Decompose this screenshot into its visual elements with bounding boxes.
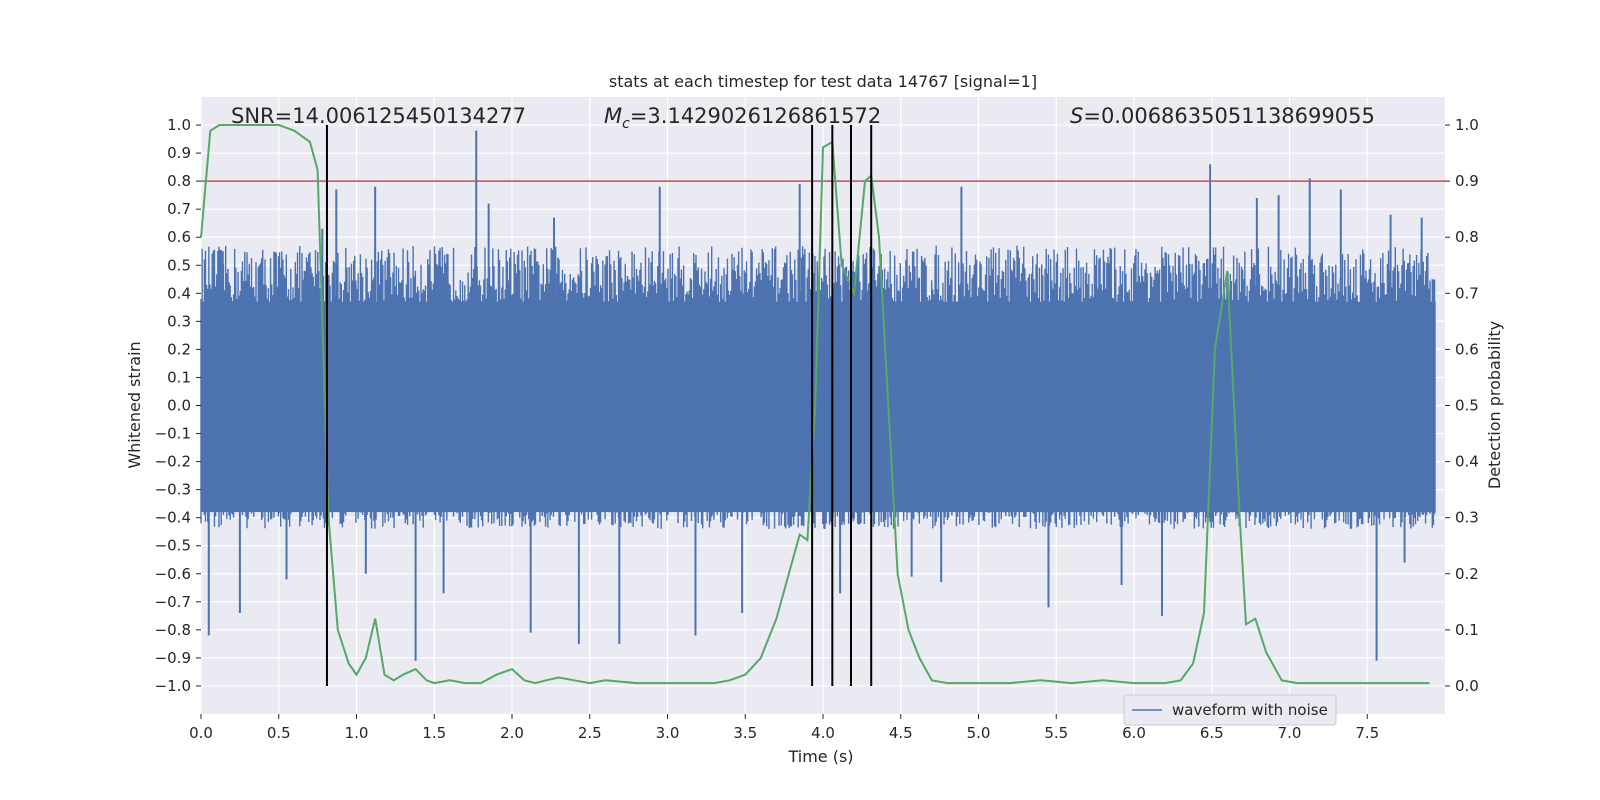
s-symbol: S bbox=[1070, 104, 1083, 128]
x-tick-label: 1.5 bbox=[422, 724, 446, 742]
y-left-tick-label: 0.3 bbox=[167, 312, 191, 330]
mc-value: =3.1429026126861572 bbox=[630, 104, 881, 128]
x-tick-label: 4.0 bbox=[811, 724, 835, 742]
x-tick-label: 0.5 bbox=[267, 724, 291, 742]
x-tick-label: 2.0 bbox=[500, 724, 524, 742]
y-left-tick-label: −0.2 bbox=[155, 453, 191, 471]
y-left-tick-label: −0.6 bbox=[155, 565, 191, 583]
y-right-tick-label: 0.4 bbox=[1455, 453, 1479, 471]
y-right-tick-label: 0.8 bbox=[1455, 228, 1479, 246]
probability-group bbox=[200, 124, 1430, 685]
x-tick-label: 1.0 bbox=[345, 724, 369, 742]
y-left-tick-label: 0.6 bbox=[167, 228, 191, 246]
mc-symbol: M bbox=[604, 104, 622, 128]
y-left-tick-label: −0.3 bbox=[155, 481, 191, 499]
x-tick-label: 0.0 bbox=[189, 724, 213, 742]
x-tick-label: 6.5 bbox=[1200, 724, 1224, 742]
left-axis-label: Whitened strain bbox=[125, 341, 144, 468]
y-left-tick-label: 0.4 bbox=[167, 284, 191, 302]
y-left-tick-label: 0.1 bbox=[167, 368, 191, 386]
y-left-tick-label: −0.4 bbox=[155, 509, 191, 527]
y-left-tick-label: 0.5 bbox=[167, 256, 191, 274]
mc-annotation: Mc=3.1429026126861572 bbox=[604, 104, 881, 132]
x-tick-label: 6.0 bbox=[1122, 724, 1146, 742]
y-left-tick-label: 1.0 bbox=[167, 116, 191, 134]
y-right-tick-label: 0.5 bbox=[1455, 397, 1479, 415]
y-left-tick-label: −0.8 bbox=[155, 621, 191, 639]
x-tick-label: 5.5 bbox=[1044, 724, 1068, 742]
y-right-tick-label: 0.2 bbox=[1455, 565, 1479, 583]
probability-line bbox=[200, 124, 1430, 685]
x-tick-label: 5.0 bbox=[967, 724, 991, 742]
x-tick-label: 3.5 bbox=[733, 724, 757, 742]
x-tick-label: 7.5 bbox=[1355, 724, 1379, 742]
s-value: =0.0068635051138699055 bbox=[1083, 104, 1375, 128]
y-left-tick-label: −1.0 bbox=[155, 677, 191, 695]
x-tick-label: 3.0 bbox=[656, 724, 680, 742]
vertical-markers bbox=[325, 125, 873, 686]
y-right-tick-label: 0.9 bbox=[1455, 172, 1479, 190]
y-right-tick-label: 0.1 bbox=[1455, 621, 1479, 639]
y-right-tick-label: 0.6 bbox=[1455, 340, 1479, 358]
axis-ticks: 0.0 0.5 1.0 1.5 2.0 2.5 3.0 3.5 4.0 4.5 5.0 5.5 6.0 6… bbox=[155, 116, 1479, 742]
legend-box bbox=[1123, 694, 1337, 726]
y-left-tick-label: 0.8 bbox=[167, 172, 191, 190]
chart-title: stats at each timestep for test data 147… bbox=[609, 72, 1037, 91]
y-left-tick-label: 0.7 bbox=[167, 200, 191, 218]
legend-label: waveform with noise bbox=[1172, 701, 1328, 719]
y-left-tick-label: 0.9 bbox=[167, 144, 191, 162]
y-right-tick-label: 0.7 bbox=[1455, 284, 1479, 302]
y-left-tick-label: −0.5 bbox=[155, 537, 191, 555]
s-annotation: S=0.0068635051138699055 bbox=[1070, 104, 1375, 128]
x-tick-label: 2.5 bbox=[578, 724, 602, 742]
y-right-tick-label: 0.3 bbox=[1455, 509, 1479, 527]
mc-subscript: c bbox=[622, 116, 630, 132]
legend: waveform with noise bbox=[1123, 694, 1337, 726]
y-left-tick-label: −0.1 bbox=[155, 425, 191, 443]
y-left-tick-label: −0.9 bbox=[155, 649, 191, 667]
x-tick-label: 4.5 bbox=[889, 724, 913, 742]
snr-annotation: SNR=14.006125450134277 bbox=[231, 104, 526, 128]
y-left-tick-label: 0.2 bbox=[167, 340, 191, 358]
y-right-tick-label: 1.0 bbox=[1455, 116, 1479, 134]
y-left-tick-label: 0.0 bbox=[167, 397, 191, 415]
right-axis-label: Detection probability bbox=[1485, 321, 1504, 489]
y-right-tick-label: 0.0 bbox=[1455, 677, 1479, 695]
x-tick-label: 7.0 bbox=[1278, 724, 1302, 742]
x-axis-label: Time (s) bbox=[787, 747, 853, 766]
y-left-tick-label: −0.7 bbox=[155, 593, 191, 611]
